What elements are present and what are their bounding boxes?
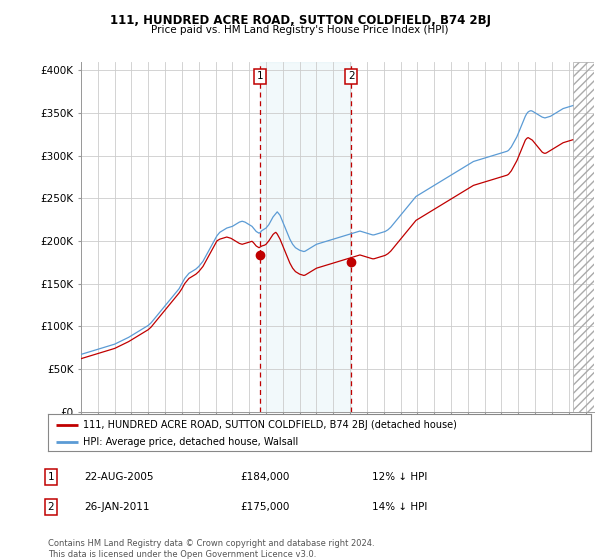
Text: Price paid vs. HM Land Registry's House Price Index (HPI): Price paid vs. HM Land Registry's House …	[151, 25, 449, 35]
Text: 1: 1	[257, 71, 263, 81]
Text: £175,000: £175,000	[240, 502, 289, 512]
Text: 26-JAN-2011: 26-JAN-2011	[84, 502, 149, 512]
Text: 111, HUNDRED ACRE ROAD, SUTTON COLDFIELD, B74 2BJ (detached house): 111, HUNDRED ACRE ROAD, SUTTON COLDFIELD…	[83, 419, 457, 430]
Bar	[573, 62, 594, 412]
Text: HPI: Average price, detached house, Walsall: HPI: Average price, detached house, Wals…	[83, 437, 299, 447]
Text: Contains HM Land Registry data © Crown copyright and database right 2024.
This d: Contains HM Land Registry data © Crown c…	[48, 539, 374, 559]
Text: 2: 2	[47, 502, 55, 512]
Text: £184,000: £184,000	[240, 472, 289, 482]
Text: 1: 1	[47, 472, 55, 482]
Text: 2: 2	[348, 71, 355, 81]
Bar	[573, 62, 594, 412]
Text: 111, HUNDRED ACRE ROAD, SUTTON COLDFIELD, B74 2BJ: 111, HUNDRED ACRE ROAD, SUTTON COLDFIELD…	[110, 14, 491, 27]
Text: 12% ↓ HPI: 12% ↓ HPI	[372, 472, 427, 482]
Bar	[260, 62, 351, 412]
Text: 14% ↓ HPI: 14% ↓ HPI	[372, 502, 427, 512]
Text: 22-AUG-2005: 22-AUG-2005	[84, 472, 154, 482]
